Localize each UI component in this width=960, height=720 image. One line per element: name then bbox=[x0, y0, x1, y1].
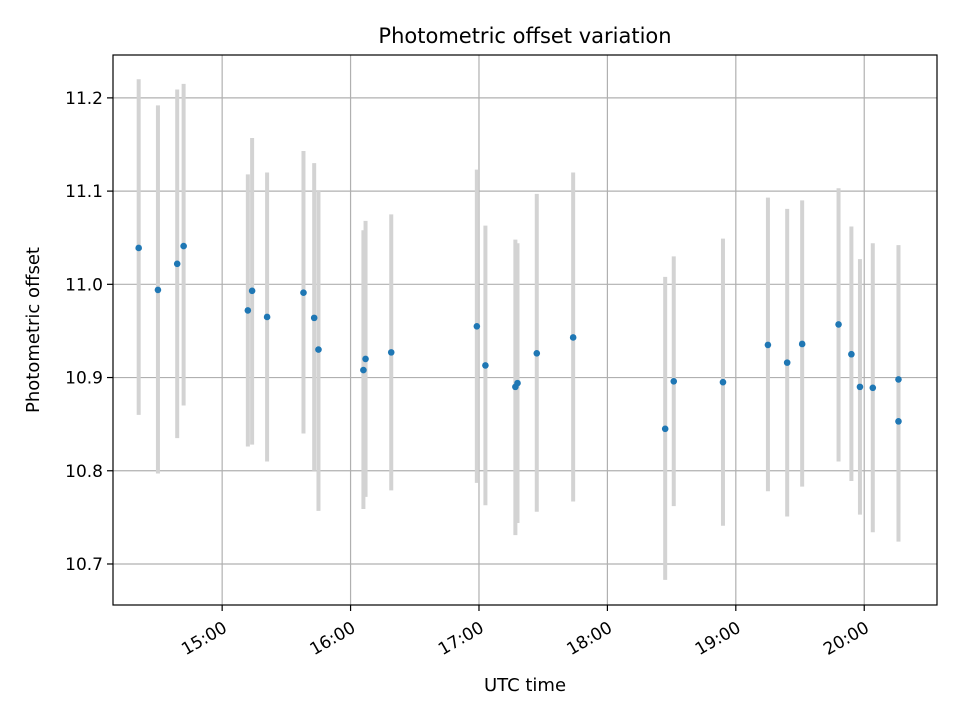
y-tick-label: 10.9 bbox=[65, 369, 103, 389]
data-point bbox=[473, 322, 481, 330]
data-point bbox=[248, 287, 256, 295]
data-point bbox=[661, 425, 669, 433]
chart-title: Photometric offset variation bbox=[378, 24, 671, 48]
data-point bbox=[719, 378, 727, 386]
data-point bbox=[244, 307, 252, 314]
data-point bbox=[360, 366, 367, 374]
data-point bbox=[895, 376, 902, 383]
data-point bbox=[310, 314, 318, 322]
data-point bbox=[135, 244, 142, 252]
x-axis-title: UTC time bbox=[484, 675, 566, 696]
data-point bbox=[783, 359, 791, 366]
data-point bbox=[856, 383, 864, 391]
y-tick-label: 11.1 bbox=[65, 182, 103, 202]
y-tick-label: 11.2 bbox=[65, 89, 103, 109]
data-point bbox=[514, 379, 521, 387]
data-point bbox=[263, 313, 271, 321]
data-point bbox=[848, 350, 855, 358]
data-point bbox=[180, 242, 187, 250]
data-point bbox=[300, 289, 307, 297]
y-tick-label: 10.7 bbox=[65, 555, 103, 575]
data-point bbox=[895, 418, 902, 425]
y-tick-label: 10.8 bbox=[65, 462, 103, 482]
data-point bbox=[869, 384, 877, 392]
data-point bbox=[362, 355, 369, 363]
data-point bbox=[764, 341, 772, 349]
point-layer bbox=[135, 242, 902, 433]
plot-frame bbox=[112, 54, 938, 606]
data-point bbox=[670, 377, 678, 385]
data-point bbox=[154, 286, 162, 294]
data-point bbox=[798, 340, 806, 348]
data-point bbox=[173, 260, 181, 268]
data-point bbox=[835, 321, 842, 328]
data-point bbox=[482, 362, 489, 369]
y-axis-title: Photometric offset bbox=[23, 247, 44, 413]
y-tick-label: 11.0 bbox=[65, 275, 103, 295]
data-point bbox=[315, 346, 322, 353]
data-point bbox=[387, 349, 395, 356]
data-point bbox=[533, 350, 541, 357]
data-point bbox=[569, 334, 577, 341]
